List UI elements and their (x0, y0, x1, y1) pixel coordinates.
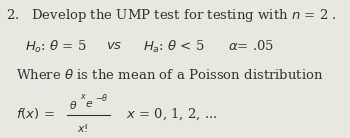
Text: $\alpha$= .05: $\alpha$= .05 (228, 39, 274, 53)
Text: $x$: $x$ (80, 92, 87, 101)
Text: $x$ = 0, 1, 2, ...: $x$ = 0, 1, 2, ... (126, 106, 217, 122)
Text: $H_a$: $\theta$ < 5: $H_a$: $\theta$ < 5 (142, 39, 204, 55)
Text: $f(x)$ =: $f(x)$ = (16, 106, 55, 121)
Text: Where $\theta$ is the mean of a Poisson distribution: Where $\theta$ is the mean of a Poisson … (16, 68, 324, 82)
Text: $e$: $e$ (85, 99, 93, 109)
Text: $H_o$: $\theta$ = 5: $H_o$: $\theta$ = 5 (25, 39, 86, 55)
Text: $vs$: $vs$ (106, 39, 122, 52)
Text: $-\theta$: $-\theta$ (95, 92, 108, 103)
Text: $\theta$: $\theta$ (69, 99, 77, 111)
Text: $x!$: $x!$ (77, 122, 89, 134)
Text: 2.   Develop the UMP test for testing with $n$ = 2 .: 2. Develop the UMP test for testing with… (6, 7, 337, 24)
